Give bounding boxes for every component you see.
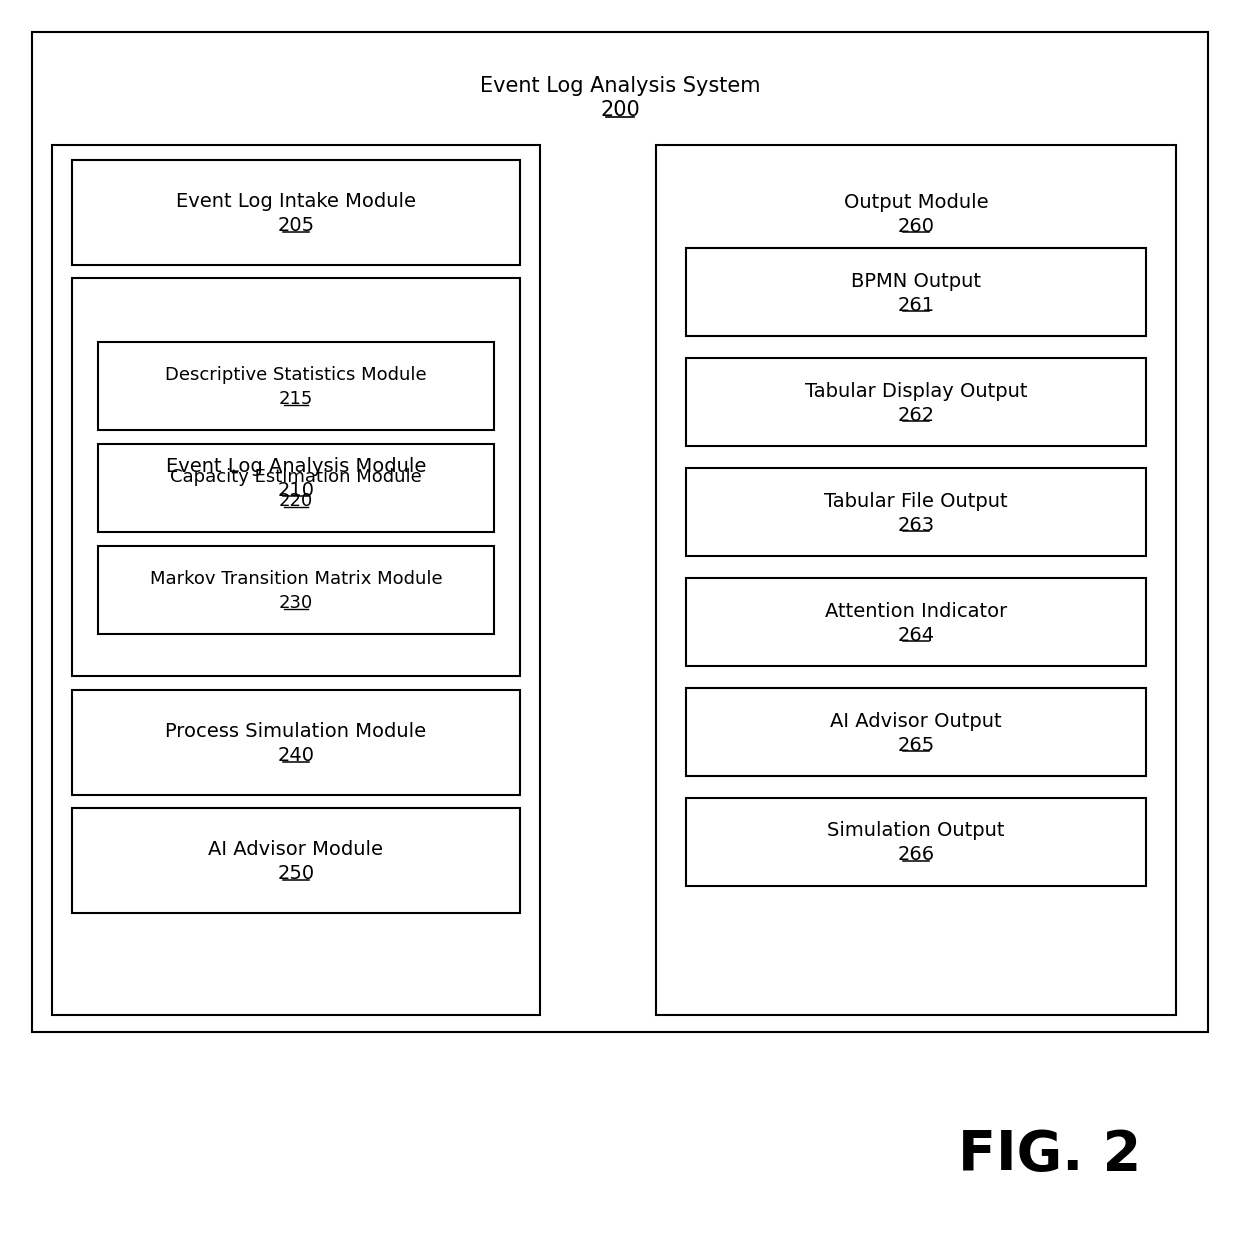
Bar xyxy=(686,248,1146,336)
Text: Tabular File Output: Tabular File Output xyxy=(825,491,1008,510)
Bar xyxy=(686,578,1146,666)
Bar xyxy=(72,160,520,264)
Text: 266: 266 xyxy=(898,846,935,865)
Bar xyxy=(686,798,1146,886)
Text: Descriptive Statistics Module: Descriptive Statistics Module xyxy=(165,366,427,384)
Bar xyxy=(686,468,1146,556)
Text: 240: 240 xyxy=(278,747,315,765)
Bar xyxy=(98,342,494,431)
Text: 261: 261 xyxy=(898,296,935,315)
Text: 215: 215 xyxy=(279,390,314,408)
Bar xyxy=(52,145,539,1015)
Text: Capacity Estimation Module: Capacity Estimation Module xyxy=(170,468,422,486)
Text: BPMN Output: BPMN Output xyxy=(851,272,981,291)
Text: Simulation Output: Simulation Output xyxy=(827,822,1004,841)
Text: 264: 264 xyxy=(898,626,935,645)
Text: Attention Indicator: Attention Indicator xyxy=(825,602,1007,621)
Text: 210: 210 xyxy=(278,481,315,500)
Text: Output Module: Output Module xyxy=(843,193,988,212)
Bar xyxy=(72,690,520,794)
Text: AI Advisor Output: AI Advisor Output xyxy=(831,711,1002,730)
Text: Markov Transition Matrix Module: Markov Transition Matrix Module xyxy=(150,570,443,588)
Text: Event Log Analysis System: Event Log Analysis System xyxy=(480,76,760,96)
Text: 200: 200 xyxy=(600,99,640,120)
Text: 260: 260 xyxy=(898,217,935,235)
Bar xyxy=(656,145,1176,1015)
Text: 250: 250 xyxy=(278,864,315,883)
Text: Process Simulation Module: Process Simulation Module xyxy=(165,721,427,742)
Text: AI Advisor Module: AI Advisor Module xyxy=(208,840,383,859)
Bar xyxy=(72,808,520,913)
Text: 262: 262 xyxy=(898,405,935,424)
Text: 265: 265 xyxy=(898,735,935,754)
Bar xyxy=(686,687,1146,776)
Text: 263: 263 xyxy=(898,515,935,535)
Bar xyxy=(686,358,1146,446)
Text: Tabular Display Output: Tabular Display Output xyxy=(805,381,1027,400)
Text: FIG. 2: FIG. 2 xyxy=(959,1128,1142,1182)
Text: Event Log Intake Module: Event Log Intake Module xyxy=(176,193,415,212)
Text: Event Log Analysis Module: Event Log Analysis Module xyxy=(166,457,427,476)
Bar xyxy=(32,31,1208,1032)
Bar xyxy=(72,278,520,676)
Text: 230: 230 xyxy=(279,594,314,612)
Bar xyxy=(98,546,494,635)
Text: 220: 220 xyxy=(279,492,314,510)
Text: 205: 205 xyxy=(278,217,315,235)
Bar xyxy=(98,444,494,533)
